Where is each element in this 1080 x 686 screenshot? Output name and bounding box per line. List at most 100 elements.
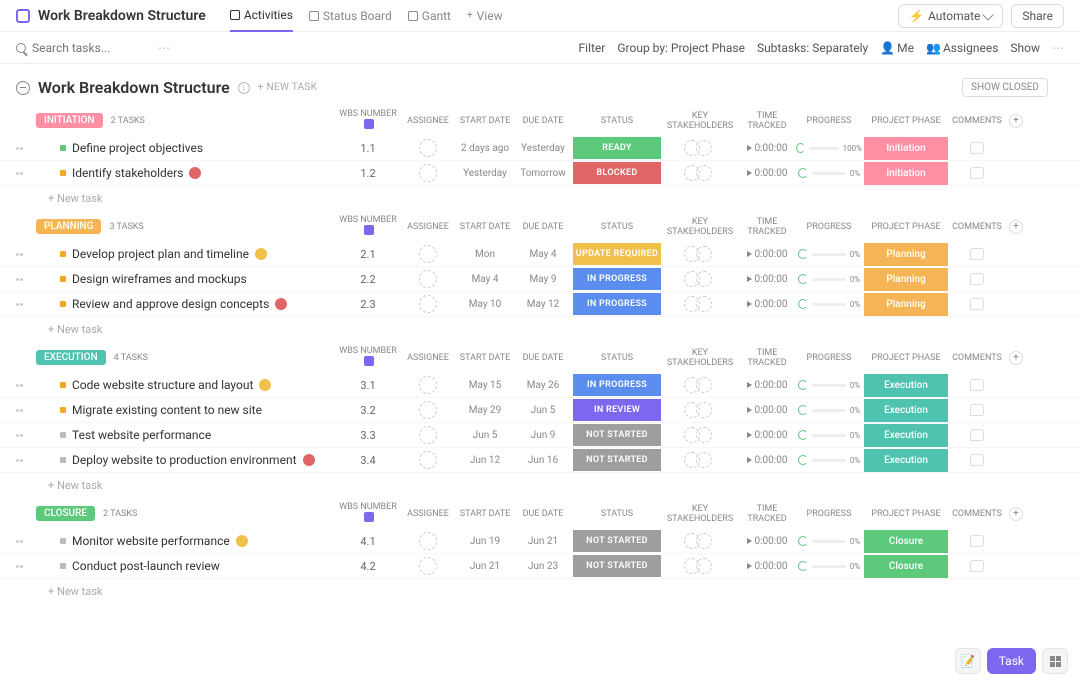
due-date-cell[interactable]: Jun 21 — [514, 536, 572, 547]
progress-cell[interactable]: 0% — [796, 380, 862, 390]
task-row[interactable]: Design wireframes and mockups 2.2 May 4 … — [0, 267, 1080, 292]
assignee-cell[interactable] — [400, 139, 456, 157]
col-project-phase[interactable]: PROJECT PHASE — [862, 222, 950, 232]
task-row[interactable]: Monitor website performance 4.1 Jun 19 J… — [0, 529, 1080, 554]
me-button[interactable]: 👤 Me — [880, 41, 914, 55]
comments-cell[interactable] — [950, 560, 1004, 572]
progress-cell[interactable]: 0% — [796, 249, 862, 259]
col-comments[interactable]: COMMENTS — [950, 222, 1004, 232]
collapse-icon[interactable] — [16, 81, 30, 95]
subtasks-button[interactable]: Subtasks: Separately — [757, 41, 868, 55]
col-time-tracked[interactable]: TIME TRACKED — [738, 111, 796, 131]
time-tracked-cell[interactable]: 0:00:00 — [738, 430, 796, 441]
task-name-cell[interactable]: Conduct post-launch review — [36, 559, 336, 573]
col-key-stakeholders[interactable]: KEY STAKEHOLDERS — [662, 111, 738, 131]
comments-cell[interactable] — [950, 167, 1004, 179]
col-progress[interactable]: PROGRESS — [796, 116, 862, 126]
assignee-cell[interactable] — [400, 426, 456, 444]
filter-button[interactable]: Filter — [579, 41, 606, 55]
new-task-row[interactable]: + New task — [0, 186, 1080, 211]
col-start-date[interactable]: START DATE — [456, 116, 514, 126]
fab-new-task[interactable]: Task — [987, 648, 1036, 674]
assignee-cell[interactable] — [400, 295, 456, 313]
search-input[interactable] — [32, 41, 122, 55]
phase-cell[interactable]: Execution — [862, 424, 950, 447]
col-project-phase[interactable]: PROJECT PHASE — [862, 509, 950, 519]
automate-button[interactable]: ⚡Automate — [898, 4, 1003, 28]
col-assignee[interactable]: ASSIGNEE — [400, 222, 456, 232]
task-row[interactable]: Code website structure and layout 3.1 Ma… — [0, 373, 1080, 398]
show-button[interactable]: Show — [1010, 41, 1040, 55]
progress-cell[interactable]: 0% — [796, 561, 862, 571]
new-task-row[interactable]: + New task — [0, 579, 1080, 604]
task-name-cell[interactable]: Define project objectives — [36, 141, 336, 155]
status-cell[interactable]: IN PROGRESS — [572, 268, 662, 290]
phase-cell[interactable]: Initiation — [862, 137, 950, 160]
stakeholders-cell[interactable] — [662, 246, 738, 262]
drag-handle-icon[interactable] — [16, 434, 36, 437]
task-name-cell[interactable]: Design wireframes and mockups — [36, 272, 336, 286]
more-icon[interactable]: ⋯ — [158, 41, 170, 55]
col-key-stakeholders[interactable]: KEY STAKEHOLDERS — [662, 504, 738, 524]
status-cell[interactable]: BLOCKED — [572, 162, 662, 184]
tab-gantt[interactable]: Gantt — [408, 0, 451, 32]
new-task-row[interactable]: + New task — [0, 473, 1080, 498]
task-name-cell[interactable]: Deploy website to production environment — [36, 453, 336, 467]
status-cell[interactable]: IN PROGRESS — [572, 293, 662, 315]
task-name-cell[interactable]: Monitor website performance — [36, 534, 336, 548]
stakeholders-cell[interactable] — [662, 165, 738, 181]
assignee-cell[interactable] — [400, 270, 456, 288]
new-task-hint[interactable]: + New task — [258, 82, 317, 93]
comments-cell[interactable] — [950, 379, 1004, 391]
time-tracked-cell[interactable]: 0:00:00 — [738, 405, 796, 416]
comments-cell[interactable] — [950, 273, 1004, 285]
comments-cell[interactable] — [950, 454, 1004, 466]
status-cell[interactable]: NOT STARTED — [572, 555, 662, 577]
more-icon[interactable]: ⋯ — [1052, 41, 1064, 55]
due-date-cell[interactable]: May 4 — [514, 249, 572, 260]
col-comments[interactable]: COMMENTS — [950, 116, 1004, 126]
col-status[interactable]: STATUS — [572, 509, 662, 519]
time-tracked-cell[interactable]: 0:00:00 — [738, 274, 796, 285]
task-row[interactable]: Develop project plan and timeline 2.1 Mo… — [0, 242, 1080, 267]
time-tracked-cell[interactable]: 0:00:00 — [738, 168, 796, 179]
due-date-cell[interactable]: Jun 23 — [514, 561, 572, 572]
phase-cell[interactable]: Initiation — [862, 162, 950, 185]
add-column-button[interactable]: + — [1004, 114, 1028, 128]
start-date-cell[interactable]: Yesterday — [456, 168, 514, 179]
due-date-cell[interactable]: May 26 — [514, 380, 572, 391]
col-wbs[interactable]: WBS NUMBER — [336, 502, 400, 525]
col-comments[interactable]: COMMENTS — [950, 509, 1004, 519]
col-due-date[interactable]: DUE DATE — [514, 353, 572, 363]
progress-cell[interactable]: 0% — [796, 536, 862, 546]
due-date-cell[interactable]: Jun 9 — [514, 430, 572, 441]
col-project-phase[interactable]: PROJECT PHASE — [862, 353, 950, 363]
col-wbs[interactable]: WBS NUMBER — [336, 215, 400, 238]
tab-add-view[interactable]: +View — [467, 0, 503, 32]
progress-cell[interactable]: 0% — [796, 405, 862, 415]
col-status[interactable]: STATUS — [572, 116, 662, 126]
tab-activities[interactable]: Activities — [230, 0, 293, 32]
task-row[interactable]: Identify stakeholders 1.2 Yesterday Tomo… — [0, 161, 1080, 186]
group-phase-pill[interactable]: Closure — [36, 506, 95, 521]
drag-handle-icon[interactable] — [16, 459, 36, 462]
start-date-cell[interactable]: Mon — [456, 249, 514, 260]
drag-handle-icon[interactable] — [16, 540, 36, 543]
col-wbs[interactable]: WBS NUMBER — [336, 109, 400, 132]
time-tracked-cell[interactable]: 0:00:00 — [738, 380, 796, 391]
drag-handle-icon[interactable] — [16, 147, 36, 150]
task-row[interactable]: Deploy website to production environment… — [0, 448, 1080, 473]
task-row[interactable]: Define project objectives 1.1 2 days ago… — [0, 136, 1080, 161]
status-cell[interactable]: READY — [572, 137, 662, 159]
comments-cell[interactable] — [950, 142, 1004, 154]
assignee-cell[interactable] — [400, 376, 456, 394]
col-status[interactable]: STATUS — [572, 222, 662, 232]
phase-cell[interactable]: Execution — [862, 399, 950, 422]
assignees-button[interactable]: 👥 Assignees — [926, 41, 998, 55]
start-date-cell[interactable]: Jun 19 — [456, 536, 514, 547]
col-due-date[interactable]: DUE DATE — [514, 509, 572, 519]
start-date-cell[interactable]: Jun 5 — [456, 430, 514, 441]
progress-cell[interactable]: 0% — [796, 274, 862, 284]
assignee-cell[interactable] — [400, 532, 456, 550]
phase-cell[interactable]: Closure — [862, 530, 950, 553]
